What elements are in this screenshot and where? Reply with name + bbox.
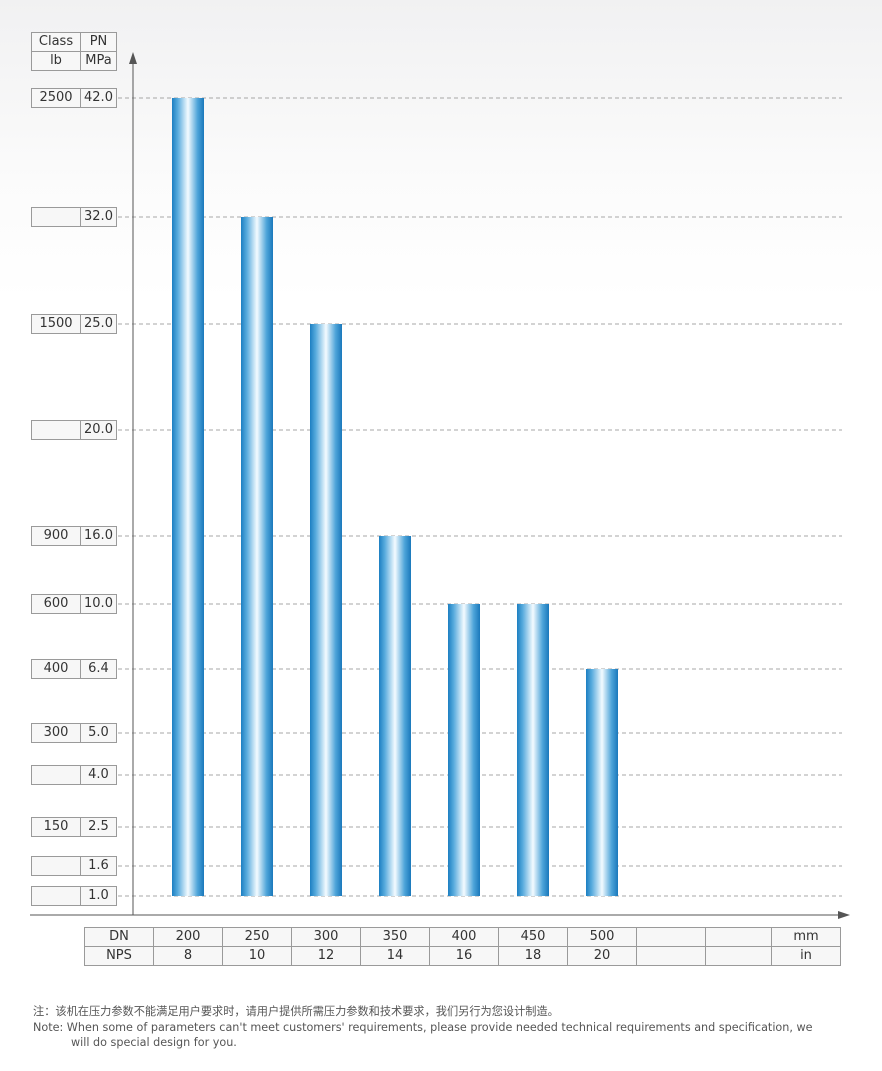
dn-value-cell: 400 (429, 927, 499, 947)
bar-dn-300 (310, 324, 342, 896)
y-tick-class-label (31, 420, 81, 440)
y-tick-mpa-label: 25.0 (80, 314, 117, 334)
y-tick-class-label: 300 (31, 723, 81, 743)
y-tick-class-label (31, 856, 81, 876)
bar-dn-350 (379, 536, 411, 896)
y-tick-mpa-label: 2.5 (80, 817, 117, 837)
dn-value-cell: 200 (153, 927, 223, 947)
bar-dn-200 (172, 98, 204, 896)
y-tick-class-label (31, 886, 81, 906)
mpa-unit-cell: MPa (80, 51, 117, 71)
dn-value-cell: 450 (498, 927, 568, 947)
nps-label-cell: NPS (84, 946, 154, 966)
y-tick-mpa-label: 1.6 (80, 856, 117, 876)
nps-value-cell: 20 (567, 946, 637, 966)
y-tick-mpa-label: 10.0 (80, 594, 117, 614)
dn-label-cell: DN (84, 927, 154, 947)
bar-dn-400 (448, 604, 480, 896)
y-tick-class-label: 150 (31, 817, 81, 837)
nps-value-cell: 10 (222, 946, 292, 966)
y-tick-mpa-label: 20.0 (80, 420, 117, 440)
nps-value-cell: 14 (360, 946, 430, 966)
y-tick-class-label (31, 207, 81, 227)
dn-value-cell: 250 (222, 927, 292, 947)
y-tick-mpa-label: 4.0 (80, 765, 117, 785)
y-tick-class-label: 600 (31, 594, 81, 614)
y-tick-mpa-label: 5.0 (80, 723, 117, 743)
dn-value-cell (705, 927, 775, 947)
nps-value-cell (705, 946, 775, 966)
note-english-line2: will do special design for you. (71, 1036, 237, 1049)
nps-value-cell: 12 (291, 946, 361, 966)
note-english-line1: Note: When some of parameters can't meet… (33, 1021, 813, 1034)
nps-unit-cell: in (771, 946, 841, 966)
y-tick-class-label: 1500 (31, 314, 81, 334)
y-axis-arrow (129, 52, 137, 64)
nps-value-cell (636, 946, 706, 966)
bar-dn-450 (517, 604, 549, 896)
y-tick-mpa-label: 16.0 (80, 526, 117, 546)
dn-value-cell: 500 (567, 927, 637, 947)
y-tick-mpa-label: 32.0 (80, 207, 117, 227)
dn-value-cell: 350 (360, 927, 430, 947)
nps-value-cell: 8 (153, 946, 223, 966)
dn-value-cell (636, 927, 706, 947)
dn-unit-cell: mm (771, 927, 841, 947)
y-tick-class-label: 2500 (31, 88, 81, 108)
lb-unit-cell: lb (31, 51, 81, 71)
bar-dn-500 (586, 669, 618, 896)
y-tick-mpa-label: 1.0 (80, 886, 117, 906)
y-tick-mpa-label: 42.0 (80, 88, 117, 108)
dn-value-cell: 300 (291, 927, 361, 947)
note-chinese: 注：该机在压力参数不能满足用户要求时，请用户提供所需压力参数和技术要求，我们另行… (33, 1005, 559, 1018)
y-tick-mpa-label: 6.4 (80, 659, 117, 679)
nps-value-cell: 18 (498, 946, 568, 966)
y-tick-class-label: 400 (31, 659, 81, 679)
bar-dn-250 (241, 217, 273, 896)
y-tick-class-label: 900 (31, 526, 81, 546)
note-english: Note: When some of parameters can't meet… (33, 1020, 873, 1050)
y-tick-class-label (31, 765, 81, 785)
nps-value-cell: 16 (429, 946, 499, 966)
x-axis-arrow (838, 911, 850, 919)
class-header-cell: Class (31, 32, 81, 52)
pn-header-cell: PN (80, 32, 117, 52)
